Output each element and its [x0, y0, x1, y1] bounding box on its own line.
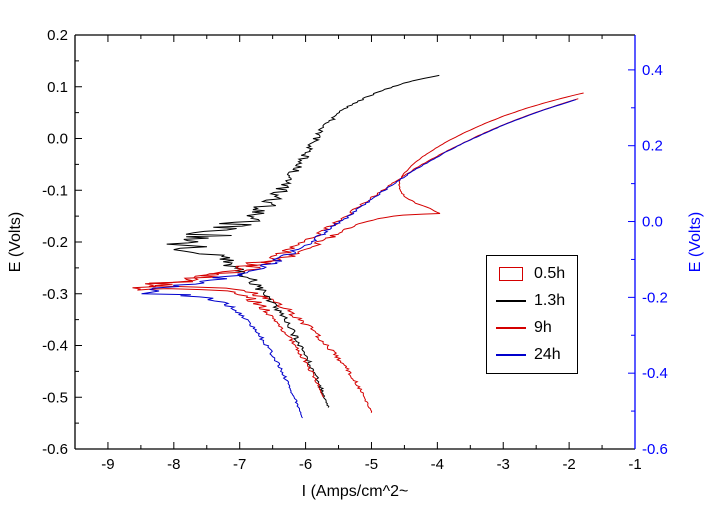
left-tick-label: 0.1 [47, 79, 68, 96]
x-axis-title: I (Amps/cm^2~ [301, 483, 409, 500]
left-tick-label: -0.3 [42, 286, 68, 303]
x-tick-label: -3 [497, 456, 510, 473]
x-tick-label: -5 [365, 456, 378, 473]
x-tick-label: -8 [167, 456, 180, 473]
left-tick-label: 0.0 [47, 131, 68, 148]
legend-label: 0.5h [534, 265, 566, 282]
legend-line-marker [495, 354, 527, 356]
legend-line-marker [495, 300, 527, 302]
legend-line-marker [495, 327, 527, 329]
left-axis-title: E (Volts) [7, 211, 24, 273]
x-tick-label: -6 [299, 456, 312, 473]
left-tick-label: -0.6 [42, 441, 68, 458]
right-tick-label: -0.2 [642, 289, 668, 306]
right-axis-ticks: 0.4 0.2 0.0 -0.2 -0.4 -0.6 [628, 62, 668, 458]
x-tick-label: -2 [562, 456, 575, 473]
right-tick-label: -0.4 [642, 365, 668, 382]
left-tick-label: -0.1 [42, 182, 68, 199]
legend-label: 24h [534, 346, 561, 363]
left-tick-label: 0.2 [47, 27, 68, 44]
plot-background [75, 35, 635, 449]
legend-entry-1.3h: 1.3h [495, 289, 565, 313]
right-tick-label: -0.6 [642, 441, 668, 458]
legend-entry-9h: 9h [495, 316, 565, 340]
left-tick-label: -0.2 [42, 234, 68, 251]
left-axis-ticks: 0.2 0.1 0.0 -0.1 -0.2 -0.3 -0.4 -0.5 -0.6 [42, 27, 82, 458]
right-axis-title: E (Volts) [687, 211, 704, 273]
right-tick-label: 0.4 [642, 62, 663, 79]
x-axis-ticks: -9 -8 -7 -6 -5 -4 -3 -2 -1 [101, 35, 642, 473]
legend-entry-0.5h: 0.5h [495, 262, 565, 286]
legend-entry-24h: 24h [495, 343, 565, 367]
legend-label: 1.3h [534, 292, 566, 309]
spines [74, 34, 636, 450]
series-line-9h [132, 98, 579, 398]
left-tick-label: -0.5 [42, 389, 68, 406]
legend: 0.5h 1.3h 9h 24h [486, 255, 579, 374]
x-tick-label: -1 [628, 456, 641, 473]
legend-label: 9h [534, 319, 552, 336]
legend-box-marker [495, 267, 527, 281]
series-line-1.3h [166, 74, 440, 408]
x-tick-label: -9 [101, 456, 114, 473]
x-tick-label: -7 [233, 456, 246, 473]
series-line-0.5h [145, 92, 584, 413]
left-tick-label: -0.4 [42, 338, 68, 355]
right-tick-label: 0.0 [642, 214, 663, 231]
series-line-24h [141, 99, 576, 419]
x-tick-label: -4 [431, 456, 444, 473]
right-tick-label: 0.2 [642, 138, 663, 155]
